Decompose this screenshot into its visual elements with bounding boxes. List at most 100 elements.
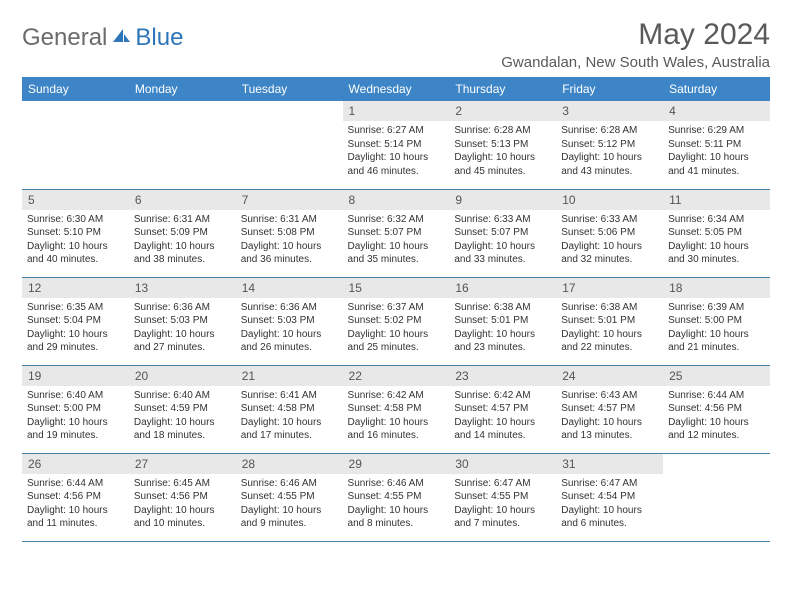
day-number: 18 <box>663 278 770 298</box>
calendar-cell: 21Sunrise: 6:41 AMSunset: 4:58 PMDayligh… <box>236 365 343 453</box>
day-number: 29 <box>343 454 450 474</box>
day-number: 19 <box>22 366 129 386</box>
day-header: Monday <box>129 77 236 101</box>
day-details: Sunrise: 6:31 AMSunset: 5:09 PMDaylight:… <box>129 210 236 271</box>
calendar-cell: 28Sunrise: 6:46 AMSunset: 4:55 PMDayligh… <box>236 453 343 541</box>
day-number: 12 <box>22 278 129 298</box>
logo: General Blue <box>22 24 183 52</box>
day-header: Friday <box>556 77 663 101</box>
day-number: 7 <box>236 190 343 210</box>
month-title: May 2024 <box>501 18 770 52</box>
page-header: General Blue May 2024 Gwandalan, New Sou… <box>22 18 770 71</box>
day-number: 4 <box>663 101 770 121</box>
day-number: 11 <box>663 190 770 210</box>
day-details: Sunrise: 6:29 AMSunset: 5:11 PMDaylight:… <box>663 121 770 182</box>
day-details: Sunrise: 6:32 AMSunset: 5:07 PMDaylight:… <box>343 210 450 271</box>
day-details: Sunrise: 6:40 AMSunset: 4:59 PMDaylight:… <box>129 386 236 447</box>
calendar-cell: 2Sunrise: 6:28 AMSunset: 5:13 PMDaylight… <box>449 101 556 189</box>
day-number: 2 <box>449 101 556 121</box>
day-number: 3 <box>556 101 663 121</box>
day-number: 21 <box>236 366 343 386</box>
location-subtitle: Gwandalan, New South Wales, Australia <box>501 54 770 71</box>
day-header: Saturday <box>663 77 770 101</box>
calendar-cell: 6Sunrise: 6:31 AMSunset: 5:09 PMDaylight… <box>129 189 236 277</box>
day-number: 23 <box>449 366 556 386</box>
day-details: Sunrise: 6:28 AMSunset: 5:12 PMDaylight:… <box>556 121 663 182</box>
day-number: 27 <box>129 454 236 474</box>
day-number: 14 <box>236 278 343 298</box>
day-details: Sunrise: 6:27 AMSunset: 5:14 PMDaylight:… <box>343 121 450 182</box>
calendar-cell <box>129 101 236 189</box>
day-number: 22 <box>343 366 450 386</box>
day-number: 26 <box>22 454 129 474</box>
calendar-cell: 11Sunrise: 6:34 AMSunset: 5:05 PMDayligh… <box>663 189 770 277</box>
calendar-cell: 31Sunrise: 6:47 AMSunset: 4:54 PMDayligh… <box>556 453 663 541</box>
calendar-cell: 3Sunrise: 6:28 AMSunset: 5:12 PMDaylight… <box>556 101 663 189</box>
calendar-cell: 26Sunrise: 6:44 AMSunset: 4:56 PMDayligh… <box>22 453 129 541</box>
day-number: 15 <box>343 278 450 298</box>
calendar-week-row: 1Sunrise: 6:27 AMSunset: 5:14 PMDaylight… <box>22 101 770 189</box>
calendar-cell: 14Sunrise: 6:36 AMSunset: 5:03 PMDayligh… <box>236 277 343 365</box>
day-details: Sunrise: 6:36 AMSunset: 5:03 PMDaylight:… <box>129 298 236 359</box>
day-number: 28 <box>236 454 343 474</box>
day-header: Thursday <box>449 77 556 101</box>
calendar-cell: 30Sunrise: 6:47 AMSunset: 4:55 PMDayligh… <box>449 453 556 541</box>
logo-text-1: General <box>22 24 107 52</box>
day-details: Sunrise: 6:44 AMSunset: 4:56 PMDaylight:… <box>663 386 770 447</box>
day-number: 17 <box>556 278 663 298</box>
calendar-week-row: 26Sunrise: 6:44 AMSunset: 4:56 PMDayligh… <box>22 453 770 541</box>
calendar-cell: 1Sunrise: 6:27 AMSunset: 5:14 PMDaylight… <box>343 101 450 189</box>
day-number: 16 <box>449 278 556 298</box>
calendar-cell: 13Sunrise: 6:36 AMSunset: 5:03 PMDayligh… <box>129 277 236 365</box>
day-number: 30 <box>449 454 556 474</box>
calendar-table: SundayMondayTuesdayWednesdayThursdayFrid… <box>22 77 770 542</box>
day-details: Sunrise: 6:45 AMSunset: 4:56 PMDaylight:… <box>129 474 236 535</box>
calendar-cell: 17Sunrise: 6:38 AMSunset: 5:01 PMDayligh… <box>556 277 663 365</box>
calendar-week-row: 19Sunrise: 6:40 AMSunset: 5:00 PMDayligh… <box>22 365 770 453</box>
day-number: 24 <box>556 366 663 386</box>
calendar-cell: 4Sunrise: 6:29 AMSunset: 5:11 PMDaylight… <box>663 101 770 189</box>
logo-sail-icon <box>111 26 131 51</box>
day-number: 31 <box>556 454 663 474</box>
day-details: Sunrise: 6:38 AMSunset: 5:01 PMDaylight:… <box>449 298 556 359</box>
logo-text-2: Blue <box>135 24 183 52</box>
calendar-cell <box>22 101 129 189</box>
calendar-cell <box>663 453 770 541</box>
calendar-cell: 20Sunrise: 6:40 AMSunset: 4:59 PMDayligh… <box>129 365 236 453</box>
calendar-week-row: 5Sunrise: 6:30 AMSunset: 5:10 PMDaylight… <box>22 189 770 277</box>
day-number: 5 <box>22 190 129 210</box>
calendar-cell: 22Sunrise: 6:42 AMSunset: 4:58 PMDayligh… <box>343 365 450 453</box>
day-details: Sunrise: 6:31 AMSunset: 5:08 PMDaylight:… <box>236 210 343 271</box>
day-details: Sunrise: 6:33 AMSunset: 5:06 PMDaylight:… <box>556 210 663 271</box>
day-number: 25 <box>663 366 770 386</box>
day-number: 20 <box>129 366 236 386</box>
calendar-week-row: 12Sunrise: 6:35 AMSunset: 5:04 PMDayligh… <box>22 277 770 365</box>
day-number: 6 <box>129 190 236 210</box>
day-number: 8 <box>343 190 450 210</box>
day-details: Sunrise: 6:39 AMSunset: 5:00 PMDaylight:… <box>663 298 770 359</box>
day-number: 9 <box>449 190 556 210</box>
day-details: Sunrise: 6:33 AMSunset: 5:07 PMDaylight:… <box>449 210 556 271</box>
day-number: 1 <box>343 101 450 121</box>
calendar-cell: 23Sunrise: 6:42 AMSunset: 4:57 PMDayligh… <box>449 365 556 453</box>
day-details: Sunrise: 6:42 AMSunset: 4:58 PMDaylight:… <box>343 386 450 447</box>
day-header: Wednesday <box>343 77 450 101</box>
calendar-cell: 15Sunrise: 6:37 AMSunset: 5:02 PMDayligh… <box>343 277 450 365</box>
day-number: 13 <box>129 278 236 298</box>
day-details: Sunrise: 6:41 AMSunset: 4:58 PMDaylight:… <box>236 386 343 447</box>
day-details: Sunrise: 6:42 AMSunset: 4:57 PMDaylight:… <box>449 386 556 447</box>
day-header: Sunday <box>22 77 129 101</box>
calendar-cell: 5Sunrise: 6:30 AMSunset: 5:10 PMDaylight… <box>22 189 129 277</box>
calendar-cell: 27Sunrise: 6:45 AMSunset: 4:56 PMDayligh… <box>129 453 236 541</box>
title-block: May 2024 Gwandalan, New South Wales, Aus… <box>501 18 770 71</box>
day-details: Sunrise: 6:36 AMSunset: 5:03 PMDaylight:… <box>236 298 343 359</box>
calendar-cell: 8Sunrise: 6:32 AMSunset: 5:07 PMDaylight… <box>343 189 450 277</box>
day-details: Sunrise: 6:28 AMSunset: 5:13 PMDaylight:… <box>449 121 556 182</box>
calendar-cell: 12Sunrise: 6:35 AMSunset: 5:04 PMDayligh… <box>22 277 129 365</box>
day-details: Sunrise: 6:46 AMSunset: 4:55 PMDaylight:… <box>343 474 450 535</box>
calendar-cell: 24Sunrise: 6:43 AMSunset: 4:57 PMDayligh… <box>556 365 663 453</box>
calendar-cell: 19Sunrise: 6:40 AMSunset: 5:00 PMDayligh… <box>22 365 129 453</box>
calendar-cell: 9Sunrise: 6:33 AMSunset: 5:07 PMDaylight… <box>449 189 556 277</box>
calendar-cell: 25Sunrise: 6:44 AMSunset: 4:56 PMDayligh… <box>663 365 770 453</box>
calendar-cell: 16Sunrise: 6:38 AMSunset: 5:01 PMDayligh… <box>449 277 556 365</box>
